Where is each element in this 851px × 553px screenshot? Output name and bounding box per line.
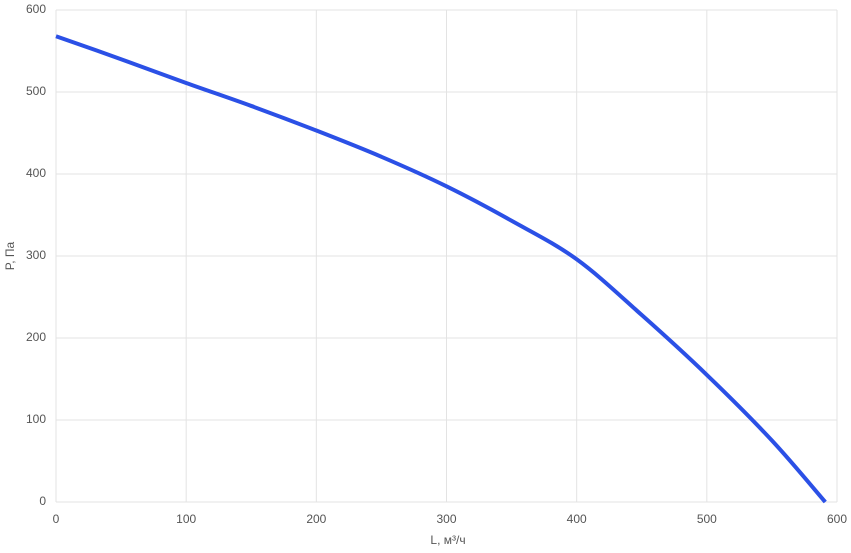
x-tick-label: 100 [176,512,196,526]
x-tick-label: 400 [567,512,587,526]
y-tick-label: 400 [26,166,46,180]
y-tick-label: 0 [39,494,46,508]
data-line [55,34,827,504]
x-tick-label: 200 [306,512,326,526]
x-axis-label: L, м³/ч [430,533,465,547]
y-tick-label: 600 [26,2,46,16]
x-tick-label: 0 [53,512,60,526]
x-tick-label: 300 [436,512,456,526]
y-tick-label: 300 [26,248,46,262]
y-axis-label: P, Па [3,241,17,270]
y-tick-label: 200 [26,330,46,344]
y-tick-label: 100 [26,412,46,426]
x-tick-label: 600 [827,512,847,526]
y-tick-label: 500 [26,84,46,98]
x-tick-label: 500 [697,512,717,526]
